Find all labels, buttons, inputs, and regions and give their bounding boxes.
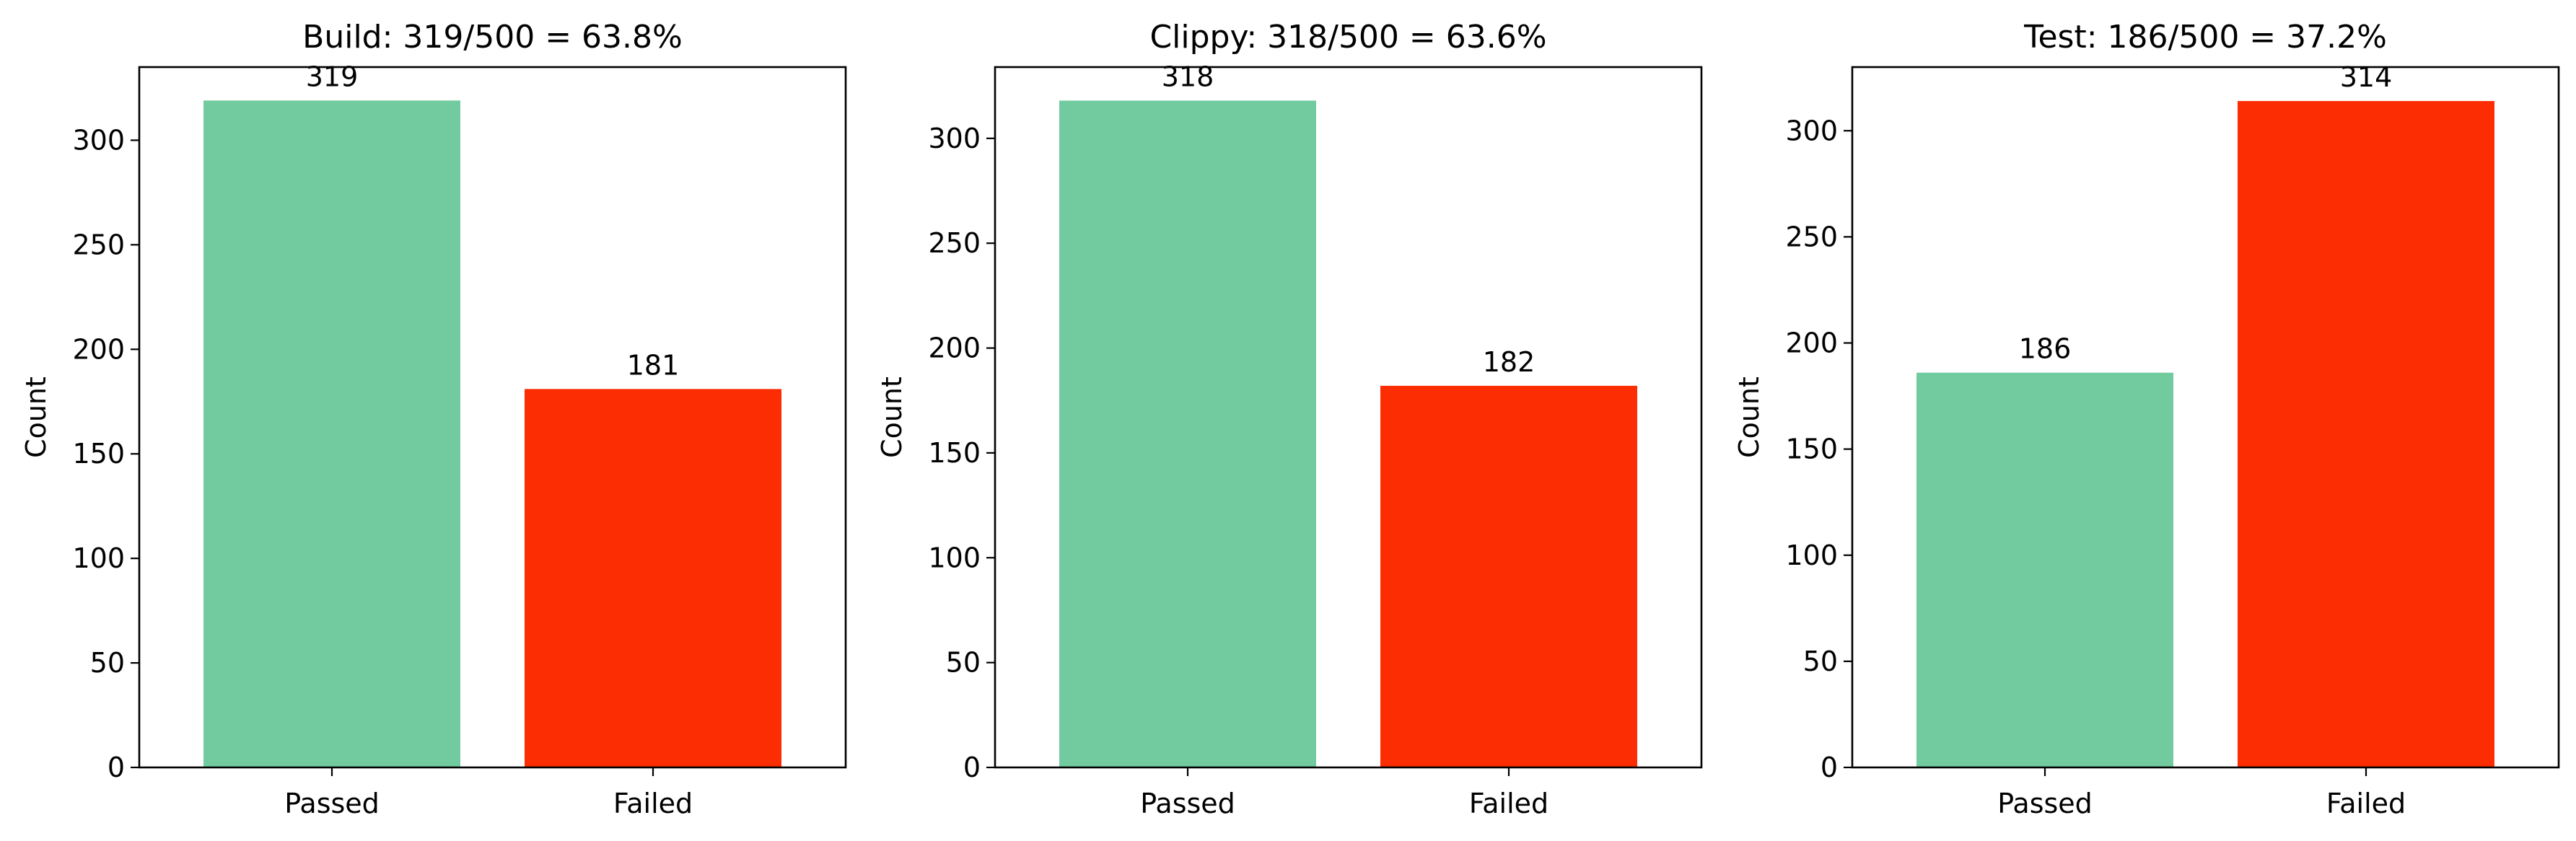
- x-tick-label: Passed: [1140, 788, 1235, 819]
- y-tick-label: 300: [928, 123, 981, 154]
- plot-frame: [138, 66, 847, 769]
- chart-panel-1: 0 50 100 150 200 250 300 Passed Failed 319 181 Buil…: [20, 19, 847, 819]
- plot-frame: [1851, 66, 2560, 769]
- data-label: 186: [2019, 333, 2072, 365]
- y-tick-label: 300: [1785, 115, 1838, 146]
- y-tick-label: 0: [963, 752, 981, 783]
- y-tick-label: 200: [1785, 327, 1838, 359]
- y-tick-label: 50: [1803, 646, 1838, 677]
- bar-failed: [1380, 385, 1637, 767]
- data-label: 181: [627, 349, 680, 381]
- chart-panel-3: 0 50 100 150 200 250 300 Passed Failed 186 314 Test…: [1733, 19, 2560, 819]
- y-tick-label: 0: [1821, 752, 1838, 783]
- chart-title: Clippy: 318/500 = 63.6%: [1149, 19, 1546, 56]
- y-tick-label: 200: [72, 333, 125, 365]
- y-tick-label: 0: [108, 752, 125, 783]
- chart-panel-2: 0 50 100 150 200 250 300 Passed Failed 318 182 Clip…: [876, 19, 1703, 819]
- y-tick-label: 250: [928, 227, 981, 259]
- bar-passed: [1916, 372, 2173, 767]
- bar-failed: [2238, 101, 2494, 767]
- x-tick-label: Passed: [1997, 788, 2093, 819]
- y-tick-label: 150: [1785, 433, 1838, 465]
- y-axis-label: Count: [20, 377, 52, 458]
- plot-frame: [994, 66, 1703, 769]
- chart-title: Build: 319/500 = 63.8%: [302, 19, 683, 56]
- y-tick-label: 100: [928, 542, 981, 573]
- y-tick-label: 250: [1785, 221, 1838, 252]
- data-label: 182: [1483, 346, 1535, 378]
- y-tick-label: 100: [1785, 540, 1838, 571]
- bar-passed: [203, 100, 460, 768]
- data-label: 314: [2340, 61, 2393, 93]
- y-tick-label: 150: [72, 438, 125, 470]
- y-axis-label: Count: [876, 377, 908, 458]
- y-tick-label: 150: [928, 437, 981, 469]
- x-tick-label: Failed: [1469, 788, 1548, 819]
- y-tick-label: 250: [72, 229, 125, 260]
- y-tick-label: 100: [72, 542, 125, 574]
- x-tick-label: Passed: [284, 788, 380, 819]
- y-tick-label: 200: [928, 333, 981, 364]
- y-tick-label: 50: [946, 647, 981, 679]
- data-label: 318: [1162, 61, 1214, 93]
- x-tick-label: Failed: [2326, 788, 2406, 819]
- y-axis-label: Count: [1733, 377, 1765, 458]
- y-tick-label: 300: [72, 124, 125, 156]
- chart-title: Test: 186/500 = 37.2%: [2023, 19, 2387, 56]
- data-label: 319: [306, 61, 359, 92]
- x-tick-label: Failed: [613, 788, 693, 819]
- bar-passed: [1059, 100, 1316, 768]
- bar-failed: [525, 389, 781, 767]
- y-tick-label: 50: [90, 647, 125, 679]
